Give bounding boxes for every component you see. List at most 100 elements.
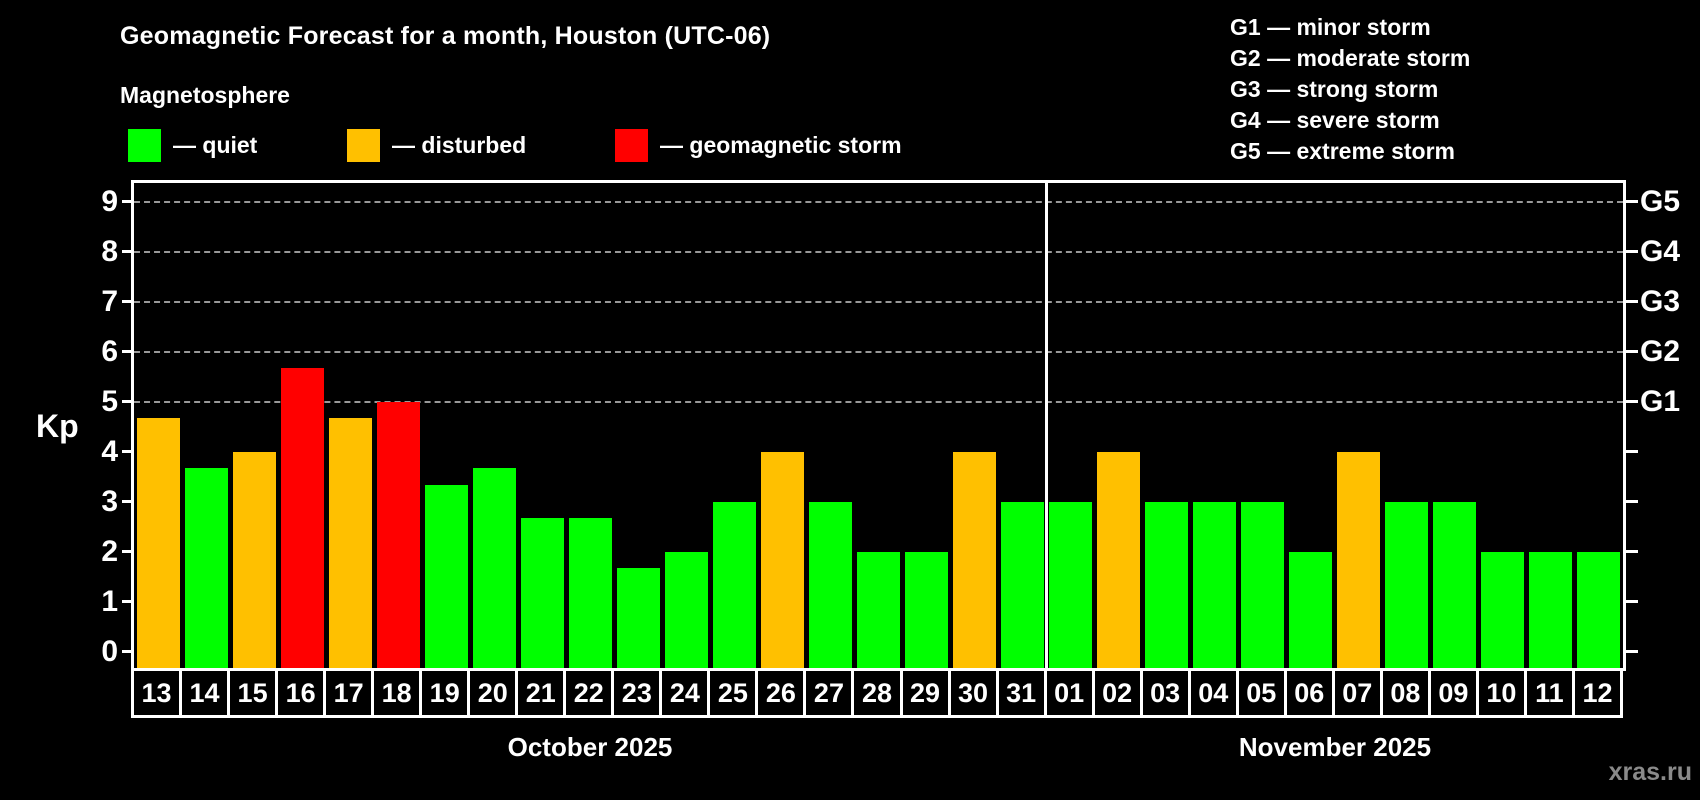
- day-label-28: 28: [851, 668, 903, 718]
- y-tick-label-9: 9: [101, 184, 118, 218]
- chart-title: Geomagnetic Forecast for a month, Housto…: [120, 22, 771, 50]
- plot-area: [131, 180, 1626, 671]
- day-label-10: 10: [1475, 668, 1527, 718]
- kp-bar-19: [424, 485, 468, 668]
- day-label-05: 05: [1235, 668, 1287, 718]
- day-label-15: 15: [227, 668, 279, 718]
- month-separator-line: [1045, 183, 1049, 668]
- day-label-30: 30: [947, 668, 999, 718]
- day-label-31: 31: [995, 668, 1047, 718]
- g1-legend-line: G1 — minor storm: [1230, 14, 1431, 40]
- disturbed-legend-label: — disturbed: [392, 131, 527, 158]
- right-tick-2: [1626, 550, 1638, 554]
- kp-bar-16: [280, 368, 324, 668]
- g4-legend-line: G4 — severe storm: [1230, 107, 1440, 133]
- month-label-october: October 2025: [507, 732, 673, 762]
- y-tick-label-2: 2: [101, 534, 118, 568]
- day-label-21: 21: [515, 668, 567, 718]
- day-label-11: 11: [1523, 668, 1575, 718]
- right-tick-3: [1626, 500, 1638, 504]
- g2-legend-line: G2 — moderate storm: [1230, 45, 1471, 71]
- storm-legend-label: — geomagnetic storm: [660, 131, 902, 158]
- storm-color-swatch: [615, 128, 648, 162]
- right-axis-label-g3: G3: [1640, 284, 1681, 318]
- g-scale-legend: G1 — minor storm G2 — moderate storm G3 …: [1230, 12, 1470, 167]
- right-tick-1: [1626, 600, 1638, 604]
- legend-item-disturbed: — disturbed: [347, 128, 526, 162]
- kp-bar-08: [1385, 501, 1429, 668]
- kp-bar-20: [472, 468, 516, 668]
- day-label-22: 22: [563, 668, 615, 718]
- day-label-06: 06: [1283, 668, 1335, 718]
- day-label-08: 08: [1379, 668, 1431, 718]
- kp-bar-24: [664, 551, 708, 668]
- kp-bar-04: [1193, 501, 1237, 668]
- day-label-29: 29: [899, 668, 951, 718]
- day-label-16: 16: [275, 668, 327, 718]
- month-label-november: November 2025: [1238, 732, 1432, 762]
- y-tick-label-8: 8: [101, 234, 118, 268]
- day-label-07: 07: [1331, 668, 1383, 718]
- y-tick-2: [122, 550, 134, 554]
- kp-bar-01: [1049, 501, 1093, 668]
- kp-bar-03: [1145, 501, 1189, 668]
- gridline-kp6: [134, 350, 1623, 353]
- kp-bar-23: [616, 568, 660, 668]
- day-label-01: 01: [1043, 668, 1095, 718]
- y-tick-0: [122, 650, 134, 654]
- day-label-18: 18: [371, 668, 423, 718]
- y-tick-label-6: 6: [101, 334, 118, 368]
- quiet-legend-label: — quiet: [173, 131, 258, 158]
- kp-bar-21: [520, 518, 564, 668]
- right-axis-label-g1: G1: [1640, 384, 1681, 418]
- y-tick-5: [122, 400, 134, 404]
- kp-bar-30: [953, 451, 997, 668]
- kp-bar-07: [1337, 451, 1381, 668]
- kp-bar-02: [1097, 451, 1141, 668]
- gridline-kp7: [134, 300, 1623, 303]
- day-label-17: 17: [323, 668, 375, 718]
- kp-bar-14: [184, 468, 228, 668]
- y-tick-8: [122, 250, 134, 254]
- y-tick-1: [122, 600, 134, 604]
- right-axis-label-g2: G2: [1640, 334, 1681, 368]
- y-tick-7: [122, 300, 134, 304]
- y-tick-label-5: 5: [101, 384, 118, 418]
- day-label-24: 24: [659, 668, 711, 718]
- day-label-19: 19: [419, 668, 471, 718]
- y-tick-3: [122, 500, 134, 504]
- right-tick-4: [1626, 450, 1638, 454]
- right-tick-7: [1626, 300, 1638, 304]
- kp-bar-12: [1577, 551, 1621, 668]
- right-tick-0: [1626, 650, 1638, 654]
- gridline-kp8: [134, 250, 1623, 253]
- day-label-09: 09: [1427, 668, 1479, 718]
- right-axis-label-g5: G5: [1640, 184, 1681, 218]
- kp-bar-29: [905, 551, 949, 668]
- kp-bar-22: [568, 518, 612, 668]
- gridline-kp9: [134, 200, 1623, 203]
- g3-legend-line: G3 — strong storm: [1230, 76, 1439, 102]
- kp-bar-25: [712, 501, 756, 668]
- day-label-12: 12: [1571, 668, 1623, 718]
- kp-bar-15: [232, 451, 276, 668]
- right-tick-8: [1626, 250, 1638, 254]
- kp-bar-17: [328, 418, 372, 668]
- y-tick-6: [122, 350, 134, 354]
- kp-bar-28: [856, 551, 900, 668]
- day-label-25: 25: [707, 668, 759, 718]
- y-axis-title: Kp: [36, 408, 79, 444]
- gridline-kp5: [134, 400, 1623, 403]
- y-tick-label-4: 4: [101, 434, 118, 468]
- kp-bar-06: [1289, 551, 1333, 668]
- g5-legend-line: G5 — extreme storm: [1230, 138, 1455, 164]
- day-label-03: 03: [1139, 668, 1191, 718]
- y-tick-label-0: 0: [101, 634, 118, 668]
- kp-bar-05: [1241, 501, 1285, 668]
- day-label-02: 02: [1091, 668, 1143, 718]
- day-label-20: 20: [467, 668, 519, 718]
- y-tick-label-1: 1: [101, 584, 118, 618]
- kp-bar-11: [1529, 551, 1573, 668]
- kp-bar-13: [136, 418, 180, 668]
